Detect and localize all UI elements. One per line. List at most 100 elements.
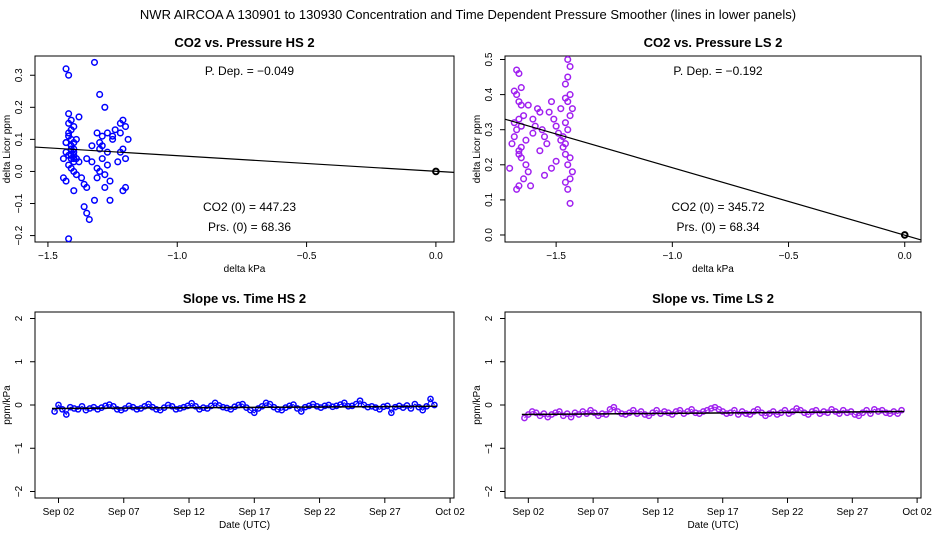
x-tick-label: Oct 02 <box>902 507 932 518</box>
data-point <box>419 406 427 414</box>
x-axis-label: delta kPa <box>692 264 734 275</box>
data-point <box>88 158 96 166</box>
y-tick-label: 0.5 <box>484 52 495 66</box>
data-point <box>508 140 516 148</box>
data-point <box>506 164 514 172</box>
data-point <box>561 80 569 88</box>
data-point <box>529 129 537 137</box>
x-tick-label: −1.0 <box>167 251 187 262</box>
data-point <box>566 199 574 207</box>
data-point <box>554 129 563 137</box>
data-point <box>561 94 569 102</box>
data-point <box>70 123 78 131</box>
data-point <box>90 58 99 66</box>
p-dep-annotation: P. Dep. = −0.049 <box>205 64 295 78</box>
plot-frame <box>504 55 922 243</box>
data-point <box>93 174 101 182</box>
data-point <box>641 411 649 418</box>
data-point <box>552 122 560 130</box>
panel-title: Slope vs. Time LS 2 <box>652 291 774 306</box>
x-tick-label: 0.0 <box>898 251 912 262</box>
data-point <box>672 408 680 415</box>
data-point <box>513 91 521 99</box>
data-point <box>172 405 180 413</box>
data-point <box>121 155 130 163</box>
data-point <box>72 135 80 143</box>
data-point <box>427 395 434 403</box>
data-point <box>699 408 707 415</box>
data-point <box>863 406 870 414</box>
data-point <box>341 399 348 407</box>
data-point <box>333 402 340 410</box>
y-tick-label: 1 <box>484 359 495 365</box>
data-point <box>124 135 132 143</box>
data-point <box>111 126 119 134</box>
data-point <box>552 409 559 417</box>
data-point <box>59 174 68 182</box>
data-point <box>515 182 523 190</box>
y-axis-label: ppm/kPa <box>472 385 483 425</box>
x-axis-label: Date (UTC) <box>219 520 270 531</box>
data-point <box>561 150 569 158</box>
co2-zero-annotation: CO2 (0) = 447.23 <box>203 200 296 214</box>
data-point <box>882 409 890 417</box>
x-axis-label: delta kPa <box>224 264 266 275</box>
data-point <box>297 408 305 415</box>
data-point <box>517 84 525 92</box>
data-point <box>90 196 99 204</box>
x-tick-label: Sep 22 <box>304 507 336 518</box>
panel-ls-pressure: CO2 vs. Pressure LS 2 −1.5 −1.0 −0.5 0.0 0.0 0… <box>472 35 922 275</box>
data-point <box>564 73 572 81</box>
data-point <box>62 65 70 73</box>
data-point <box>101 103 109 111</box>
y-tick-label: 2 <box>14 315 25 321</box>
data-point <box>540 133 549 141</box>
x-tick-label: Sep 07 <box>577 507 609 518</box>
smoother-line <box>51 405 438 410</box>
data-point <box>106 177 114 185</box>
x-tick-label: Sep 17 <box>707 507 739 518</box>
y-axis-label: delta Licor ppm <box>2 115 13 183</box>
data-point <box>610 403 618 411</box>
y-tick-label: −1 <box>14 442 25 454</box>
co2-zero-annotation: CO2 (0) = 345.72 <box>671 200 764 214</box>
data-point <box>566 112 574 120</box>
data-point <box>629 406 637 414</box>
plot-frame <box>34 55 455 243</box>
y-tick-label: −0.1 <box>14 193 25 213</box>
data-point <box>250 409 258 417</box>
data-point <box>51 408 58 415</box>
y-tick-label: 2 <box>484 315 495 321</box>
data-point <box>707 405 715 412</box>
data-point <box>898 406 905 414</box>
data-point <box>103 148 111 156</box>
data-point <box>536 108 544 116</box>
data-point <box>65 151 73 159</box>
data-point <box>564 161 572 169</box>
x-tick-label: Sep 17 <box>238 507 270 518</box>
x-axis-label: Date (UTC) <box>687 520 738 531</box>
data-point <box>836 410 843 418</box>
data-point <box>80 203 88 211</box>
data-point <box>547 98 556 106</box>
y-tick-label: 0.2 <box>484 157 495 171</box>
data-point <box>121 123 130 131</box>
data-point <box>98 132 106 140</box>
panel-title: CO2 vs. Pressure HS 2 <box>174 35 314 50</box>
y-tick-label: −0.2 <box>14 225 25 245</box>
data-point <box>688 405 695 413</box>
data-point <box>515 69 523 78</box>
data-point <box>742 410 750 418</box>
data-point <box>566 62 574 71</box>
data-point <box>387 409 395 417</box>
panel-title: Slope vs. Time HS 2 <box>183 291 306 306</box>
data-point <box>65 235 73 243</box>
data-point <box>96 90 104 99</box>
y-tick-label: 0.1 <box>14 132 25 146</box>
data-point <box>356 397 364 405</box>
y-axis-label: ppm/kPa <box>2 385 13 425</box>
data-point <box>517 101 525 109</box>
data-point <box>62 411 70 418</box>
data-point <box>552 157 560 165</box>
data-point <box>83 183 91 192</box>
